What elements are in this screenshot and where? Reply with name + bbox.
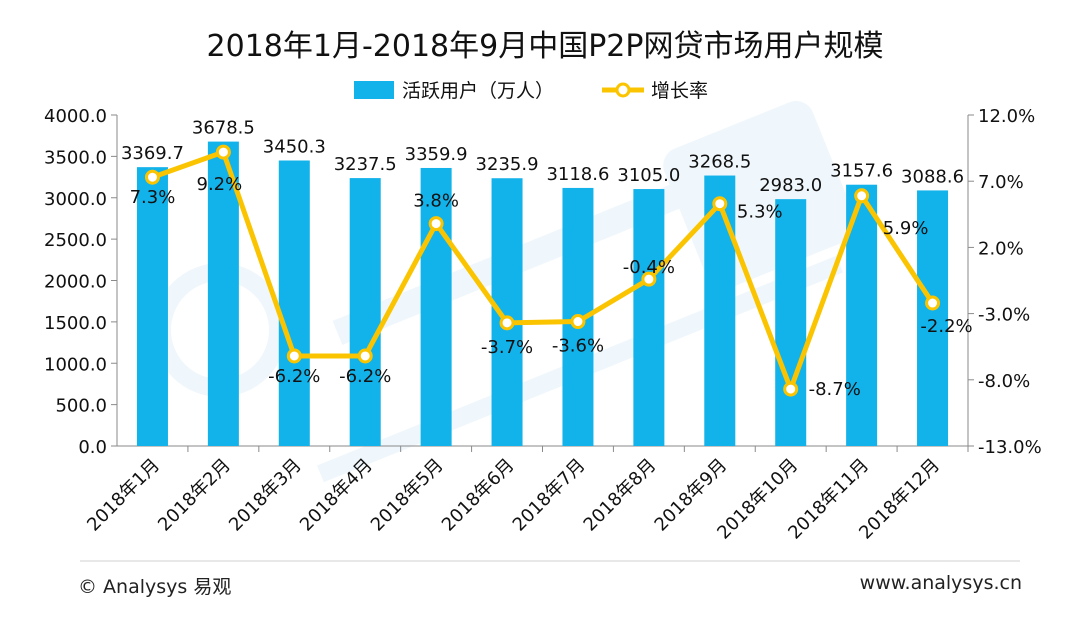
growth-rate-label: -3.6% [552,336,604,357]
legend-bar-label: 活跃用户（万人） [402,80,554,102]
growth-rate-label: -0.4% [623,257,675,278]
x-tick-label: 2018年8月 [580,455,661,536]
x-tick-label: 2018年5月 [367,455,448,536]
growth-point [925,295,941,311]
y-left-tick-label: 3500.0 [44,147,107,168]
bar [704,175,736,447]
growth-point [570,314,586,330]
growth-line [151,149,935,392]
bar [633,189,665,446]
y-right-tick-label: 2.0% [978,238,1024,259]
y-left-tick-label: 4000.0 [44,106,107,127]
growth-rate-label: 3.8% [413,191,459,212]
y-right-tick-label: 7.0% [978,172,1024,193]
y-left-tick-label: 500.0 [55,396,107,417]
y-left-tick-label: 0.0 [78,437,107,458]
bar [207,141,239,446]
bar-value-label: 3359.9 [405,144,468,165]
bar-value-label: 3268.5 [688,152,751,173]
growth-rate-label: 5.9% [883,218,929,239]
bar-value-label: 3118.6 [546,164,609,185]
footer-copyright: © Analysys 易观 [78,576,232,598]
bar-value-label: 3105.0 [617,165,680,186]
bar-value-label: 3088.6 [901,166,964,187]
bar-value-label: 3235.9 [476,154,539,175]
growth-rate-label: 7.3% [130,187,176,208]
growth-rate-label: -6.2% [268,366,320,387]
x-tick-label: 2018年7月 [509,455,590,536]
y-right-tick-label: -8.0% [978,371,1030,392]
growth-point [712,196,728,212]
bar-value-label: 2983.0 [759,175,822,196]
y-right-tick-label: -13.0% [978,437,1042,458]
growth-rate-label: -6.2% [339,366,391,387]
x-tick-label: 2018年3月 [225,455,306,536]
bar [775,199,807,446]
x-tick-label: 2018年1月 [83,455,164,536]
bar-value-label: 3678.5 [192,118,255,139]
bar-value-label: 3369.7 [121,143,184,164]
legend: 活跃用户（万人） 增长率 [354,80,708,102]
growth-point [783,381,799,397]
y-left-tick-label: 1000.0 [44,354,107,375]
growth-point [854,188,870,204]
growth-point [144,169,160,185]
y-right-tick-label: 12.0% [978,106,1035,127]
bar [136,167,168,446]
bar [349,178,381,447]
growth-rate-label: -2.2% [920,316,972,337]
y-left-tick-label: 1500.0 [44,313,107,334]
bar [420,167,452,447]
legend-bar-swatch [354,81,394,99]
bar [917,190,949,446]
growth-rate-label: -8.7% [809,379,861,400]
bar [491,178,523,446]
x-tick-label: 2018年6月 [438,455,519,536]
y-left-tick-label: 2500.0 [44,230,107,251]
footer-website[interactable]: www.analysys.cn [859,572,1022,594]
growth-point [641,271,657,287]
chart-title: 2018年1月-2018年9月中国P2P网贷市场用户规模 [207,29,884,64]
growth-point [215,144,231,160]
growth-rate-label: 9.2% [197,174,243,195]
legend-line-label: 增长率 [651,80,708,102]
bar [278,160,310,446]
growth-rate-label: -3.7% [481,337,533,358]
y-left-tick-label: 3000.0 [44,189,107,210]
x-tick-label: 2018年2月 [154,455,235,536]
y-left-tick-label: 2000.0 [44,272,107,293]
growth-point [357,348,373,364]
legend-line-marker [615,82,631,98]
bar-value-label: 3450.3 [263,136,326,157]
growth-point [499,315,515,331]
bar-value-label: 3157.6 [830,161,893,182]
y-right-tick-label: -3.0% [978,305,1030,326]
growth-point [286,348,302,364]
growth-rate-label: 5.3% [737,202,783,223]
growth-point [428,216,444,232]
bar-value-label: 3237.5 [334,154,397,175]
